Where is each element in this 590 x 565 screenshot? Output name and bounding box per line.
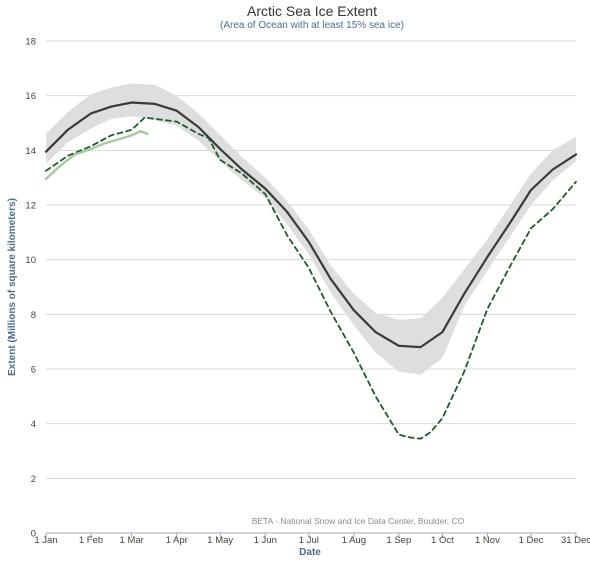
x-tick-labels: 1 Jan 1 Feb 1 Mar 1 Apr 1 May 1 Jun 1 Jul 1 Aug… xyxy=(34,535,590,546)
x-tick-label: 1 Jun xyxy=(254,535,277,546)
y-tick-label: 16 xyxy=(25,91,36,102)
y-tick-label: 12 xyxy=(25,201,36,212)
y-axis-label: Extent (Millions of square kilometers) xyxy=(7,198,18,376)
x-tick-label: 1 Aug xyxy=(342,535,366,546)
y-tick-label: 2 xyxy=(31,474,36,485)
axis-layer xyxy=(45,532,577,538)
x-tick-label: 1 May xyxy=(207,535,233,546)
x-tick-label: 1 Feb xyxy=(79,535,103,546)
y-tick-label: 6 xyxy=(31,365,36,376)
y-tick-label: 14 xyxy=(25,146,36,157)
x-tick-label: 1 Sep xyxy=(386,535,411,546)
chart-subtitle: (Area of Ocean with at least 15% sea ice… xyxy=(220,20,404,31)
grid-layer xyxy=(46,40,576,479)
current-year-line xyxy=(44,129,149,181)
x-tick-label: 1 Apr xyxy=(166,535,188,546)
y-tick-label: 0 xyxy=(31,529,36,540)
credit-text: BETA - National Snow and Ice Data Center… xyxy=(252,516,465,526)
y-tick-label: 4 xyxy=(31,419,36,430)
y-tick-labels: 0 2 4 6 8 10 12 14 16 18 xyxy=(25,37,36,540)
chart-title: Arctic Sea Ice Extent xyxy=(247,3,377,19)
x-axis-label: Date xyxy=(299,547,321,558)
x-tick-label: 1 Nov xyxy=(475,535,500,546)
x-tick-label: 1 Mar xyxy=(120,535,144,546)
band-layer xyxy=(46,83,576,375)
x-tick-label: 31 Dec xyxy=(561,535,590,546)
x-tick-label: 1 Jan xyxy=(34,535,57,546)
y-tick-label: 18 xyxy=(25,37,36,48)
y-tick-label: 10 xyxy=(25,255,36,266)
x-tick-label: 1 Jul xyxy=(299,535,319,546)
x-tick-label: 1 Oct xyxy=(431,535,454,546)
dashed-series-line xyxy=(45,116,577,440)
range-band xyxy=(46,83,576,375)
mean-line xyxy=(44,101,578,349)
x-tick-label: 1 Dec xyxy=(519,535,544,546)
series-layer xyxy=(44,101,578,440)
y-tick-label: 8 xyxy=(31,310,36,321)
